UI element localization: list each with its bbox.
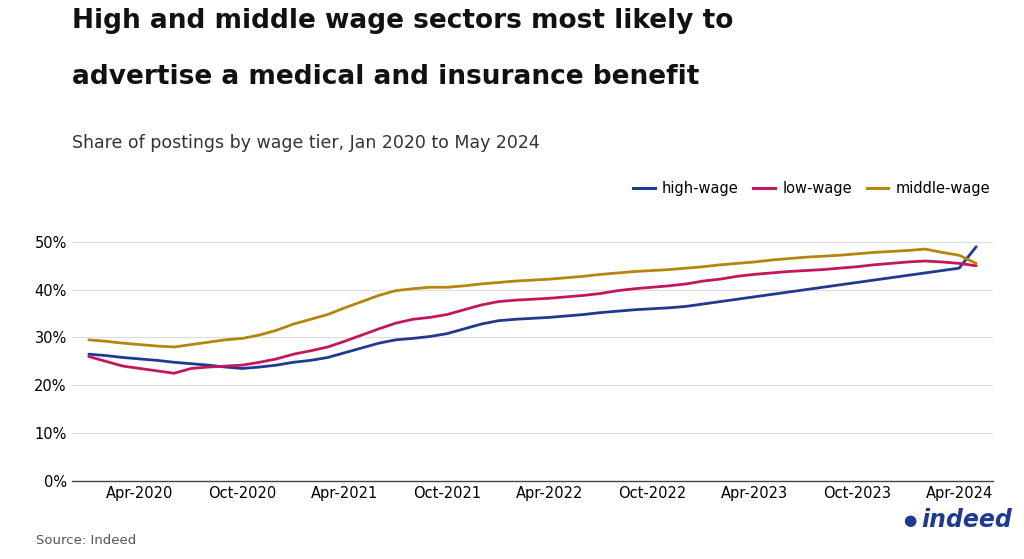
Text: advertise a medical and insurance benefit: advertise a medical and insurance benefi… bbox=[72, 64, 699, 91]
low-wage bbox=[970, 262, 982, 269]
middle-wage bbox=[611, 269, 624, 276]
high-wage bbox=[663, 305, 675, 311]
low-wage bbox=[83, 353, 95, 360]
middle-wage bbox=[680, 265, 692, 272]
low-wage bbox=[663, 282, 675, 289]
middle-wage bbox=[629, 268, 641, 275]
low-wage bbox=[339, 338, 351, 344]
low-wage bbox=[168, 370, 180, 377]
high-wage bbox=[83, 351, 95, 358]
low-wage bbox=[782, 268, 795, 275]
low-wage bbox=[629, 285, 641, 292]
high-wage bbox=[629, 306, 641, 313]
Legend: high-wage, low-wage, middle-wage: high-wage, low-wage, middle-wage bbox=[627, 175, 996, 202]
Line: middle-wage: middle-wage bbox=[89, 249, 976, 347]
Text: indeed: indeed bbox=[922, 508, 1013, 532]
high-wage bbox=[885, 274, 897, 281]
low-wage bbox=[611, 287, 624, 294]
high-wage bbox=[339, 349, 351, 356]
Text: ●: ● bbox=[903, 513, 916, 528]
high-wage bbox=[970, 243, 982, 250]
high-wage bbox=[611, 308, 624, 315]
Line: high-wage: high-wage bbox=[89, 247, 976, 368]
middle-wage bbox=[663, 266, 675, 273]
middle-wage bbox=[970, 260, 982, 267]
high-wage bbox=[237, 365, 249, 372]
Line: low-wage: low-wage bbox=[89, 261, 976, 373]
low-wage bbox=[680, 281, 692, 287]
middle-wage bbox=[168, 344, 180, 350]
low-wage bbox=[919, 258, 931, 264]
high-wage bbox=[782, 288, 795, 295]
Text: Source: Indeed: Source: Indeed bbox=[36, 534, 136, 547]
Text: High and middle wage sectors most likely to: High and middle wage sectors most likely… bbox=[72, 8, 733, 35]
middle-wage bbox=[83, 337, 95, 343]
Text: Share of postings by wage tier, Jan 2020 to May 2024: Share of postings by wage tier, Jan 2020… bbox=[72, 134, 540, 152]
middle-wage bbox=[339, 305, 351, 311]
middle-wage bbox=[782, 255, 795, 262]
middle-wage bbox=[919, 246, 931, 253]
